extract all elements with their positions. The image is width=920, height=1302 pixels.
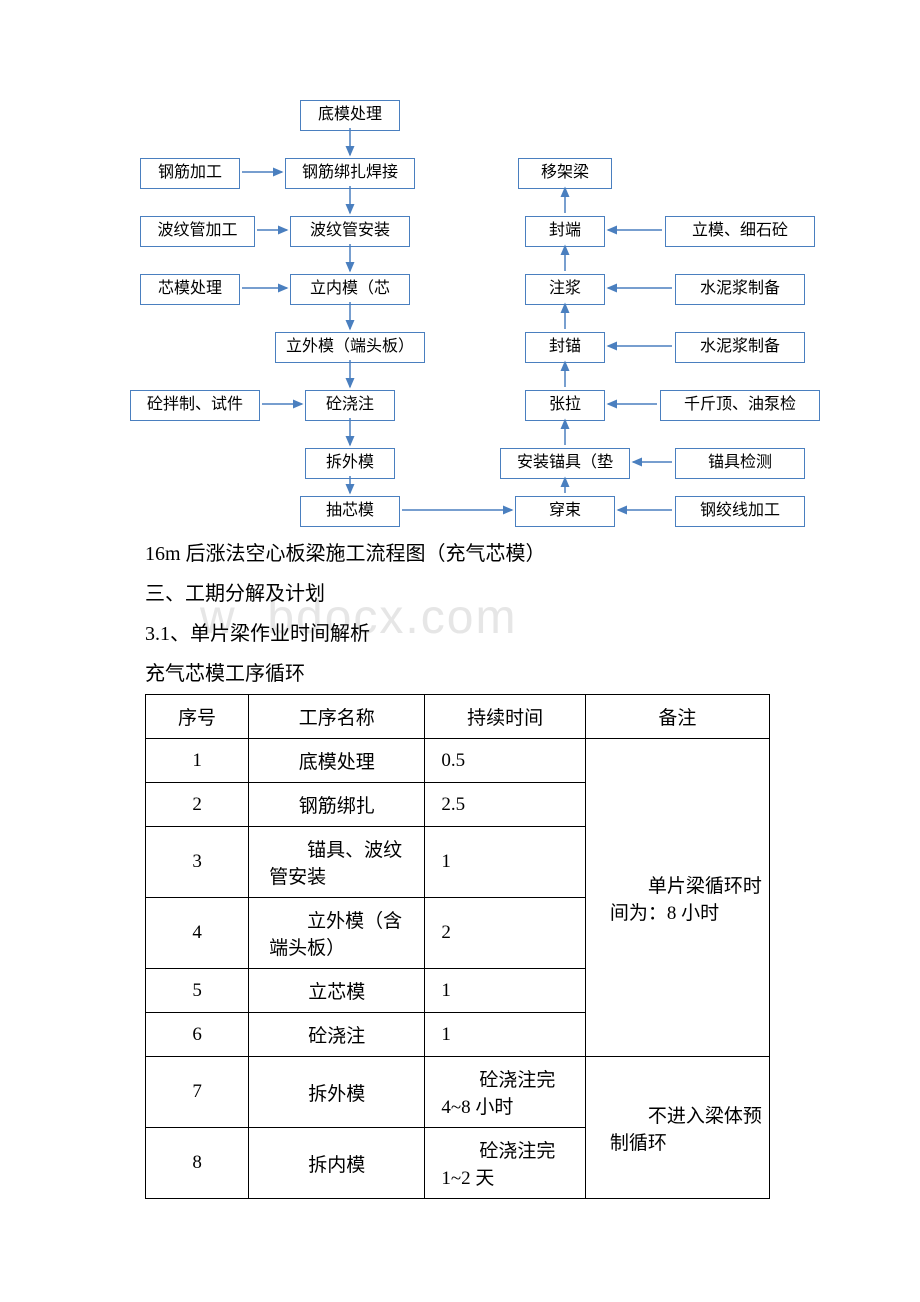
table-header-row: 序号 工序名称 持续时间 备注: [146, 695, 770, 739]
section-3-title: 三、工期分解及计划: [145, 574, 770, 614]
fc-node: 立内模（芯: [290, 274, 410, 305]
fc-node: 立外模（端头板）: [275, 332, 425, 363]
fc-node: 移架梁: [518, 158, 612, 189]
cell: 拆外模: [249, 1057, 425, 1128]
cell: 砼浇注: [249, 1013, 425, 1057]
cell: 5: [146, 969, 249, 1013]
th-dur: 持续时间: [425, 695, 586, 739]
th-note: 备注: [585, 695, 769, 739]
fc-node: 安装锚具（垫: [500, 448, 630, 479]
flowchart: 底模处理 钢筋绑扎焊接 波纹管安装 立内模（芯 立外模（端头板） 砼浇注 拆外模…: [140, 100, 920, 520]
cell-note-bot: 不进入梁体预制循环: [585, 1057, 769, 1199]
cell: 0.5: [425, 739, 586, 783]
cell-text: 立外模（含端头板）: [269, 906, 418, 960]
fc-node: 砼浇注: [305, 390, 395, 421]
fc-node: 锚具检测: [675, 448, 805, 479]
note-top-text: 单片梁循环时间为：8 小时: [610, 871, 763, 925]
th-seq: 序号: [146, 695, 249, 739]
cycle-table-title: 充气芯模工序循环: [145, 654, 770, 694]
cell-note-top: 单片梁循环时间为：8 小时: [585, 739, 769, 1057]
fc-node: 水泥浆制备: [675, 274, 805, 305]
cell: 1: [425, 1013, 586, 1057]
cell: 拆内模: [249, 1128, 425, 1199]
cell: 立外模（含端头板）: [249, 898, 425, 969]
cell: 2.5: [425, 783, 586, 827]
section-3-1: 3.1、单片梁作业时间解析: [145, 614, 770, 654]
fc-node: 抽芯模: [300, 496, 400, 527]
cell: 底模处理: [249, 739, 425, 783]
cell-text: 锚具、波纹管安装: [269, 835, 418, 889]
note-bot-text: 不进入梁体预制循环: [610, 1101, 763, 1155]
cell: 锚具、波纹管安装: [249, 827, 425, 898]
fc-node: 波纹管安装: [290, 216, 410, 247]
table-row: 7 拆外模 砼浇注完4~8 小时 不进入梁体预制循环: [146, 1057, 770, 1128]
cell-text: 砼浇注完4~8 小时: [441, 1065, 579, 1119]
fc-node: 立模、细石砼: [665, 216, 815, 247]
fc-node: 钢筋绑扎焊接: [285, 158, 415, 189]
fc-node: 穿束: [515, 496, 615, 527]
cell-text: 砼浇注完1~2 天: [441, 1136, 579, 1190]
fc-node: 张拉: [525, 390, 605, 421]
fc-node: 钢绞线加工: [675, 496, 805, 527]
cell: 6: [146, 1013, 249, 1057]
cell: 3: [146, 827, 249, 898]
cell: 砼浇注完1~2 天: [425, 1128, 586, 1199]
cell: 钢筋绑扎: [249, 783, 425, 827]
cycle-table: 序号 工序名称 持续时间 备注 1 底模处理 0.5 单片梁循环时间为：8 小时…: [145, 694, 770, 1199]
flowchart-caption: 16m 后涨法空心板梁施工流程图（充气芯模）: [145, 534, 770, 574]
cell: 1: [146, 739, 249, 783]
fc-node: 封端: [525, 216, 605, 247]
cell: 7: [146, 1057, 249, 1128]
fc-node: 水泥浆制备: [675, 332, 805, 363]
cell: 2: [425, 898, 586, 969]
table-row: 1 底模处理 0.5 单片梁循环时间为：8 小时: [146, 739, 770, 783]
cell: 8: [146, 1128, 249, 1199]
cell: 立芯模: [249, 969, 425, 1013]
fc-node: 芯模处理: [140, 274, 240, 305]
fc-node: 封锚: [525, 332, 605, 363]
fc-node: 砼拌制、试件: [130, 390, 260, 421]
th-name: 工序名称: [249, 695, 425, 739]
cell: 砼浇注完4~8 小时: [425, 1057, 586, 1128]
fc-node: 拆外模: [305, 448, 395, 479]
cell: 1: [425, 969, 586, 1013]
fc-node: 底模处理: [300, 100, 400, 131]
fc-node: 钢筋加工: [140, 158, 240, 189]
cell: 2: [146, 783, 249, 827]
fc-node: 波纹管加工: [140, 216, 255, 247]
cell: 4: [146, 898, 249, 969]
fc-node: 注浆: [525, 274, 605, 305]
cell: 1: [425, 827, 586, 898]
fc-node: 千斤顶、油泵检: [660, 390, 820, 421]
